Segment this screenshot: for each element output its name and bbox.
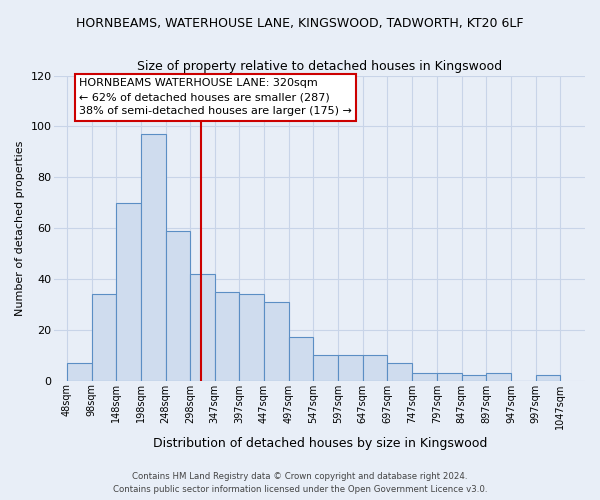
Text: HORNBEAMS, WATERHOUSE LANE, KINGSWOOD, TADWORTH, KT20 6LF: HORNBEAMS, WATERHOUSE LANE, KINGSWOOD, T… bbox=[76, 18, 524, 30]
Bar bbox=[215, 292, 239, 380]
Bar bbox=[536, 376, 560, 380]
Text: HORNBEAMS WATERHOUSE LANE: 320sqm
← 62% of detached houses are smaller (287)
38%: HORNBEAMS WATERHOUSE LANE: 320sqm ← 62% … bbox=[79, 78, 352, 116]
Bar bbox=[412, 373, 437, 380]
Bar bbox=[338, 355, 363, 380]
Bar bbox=[486, 373, 511, 380]
Bar bbox=[461, 376, 486, 380]
Bar bbox=[141, 134, 166, 380]
Bar bbox=[67, 362, 92, 380]
Bar bbox=[116, 202, 141, 380]
Bar bbox=[289, 338, 313, 380]
X-axis label: Distribution of detached houses by size in Kingswood: Distribution of detached houses by size … bbox=[152, 437, 487, 450]
Bar bbox=[166, 230, 190, 380]
Bar bbox=[437, 373, 461, 380]
Bar bbox=[313, 355, 338, 380]
Title: Size of property relative to detached houses in Kingswood: Size of property relative to detached ho… bbox=[137, 60, 502, 73]
Bar bbox=[190, 274, 215, 380]
Y-axis label: Number of detached properties: Number of detached properties bbox=[15, 140, 25, 316]
Bar bbox=[92, 294, 116, 380]
Bar bbox=[264, 302, 289, 380]
Bar bbox=[388, 362, 412, 380]
Text: Contains HM Land Registry data © Crown copyright and database right 2024.
Contai: Contains HM Land Registry data © Crown c… bbox=[113, 472, 487, 494]
Bar bbox=[363, 355, 388, 380]
Bar bbox=[239, 294, 264, 380]
